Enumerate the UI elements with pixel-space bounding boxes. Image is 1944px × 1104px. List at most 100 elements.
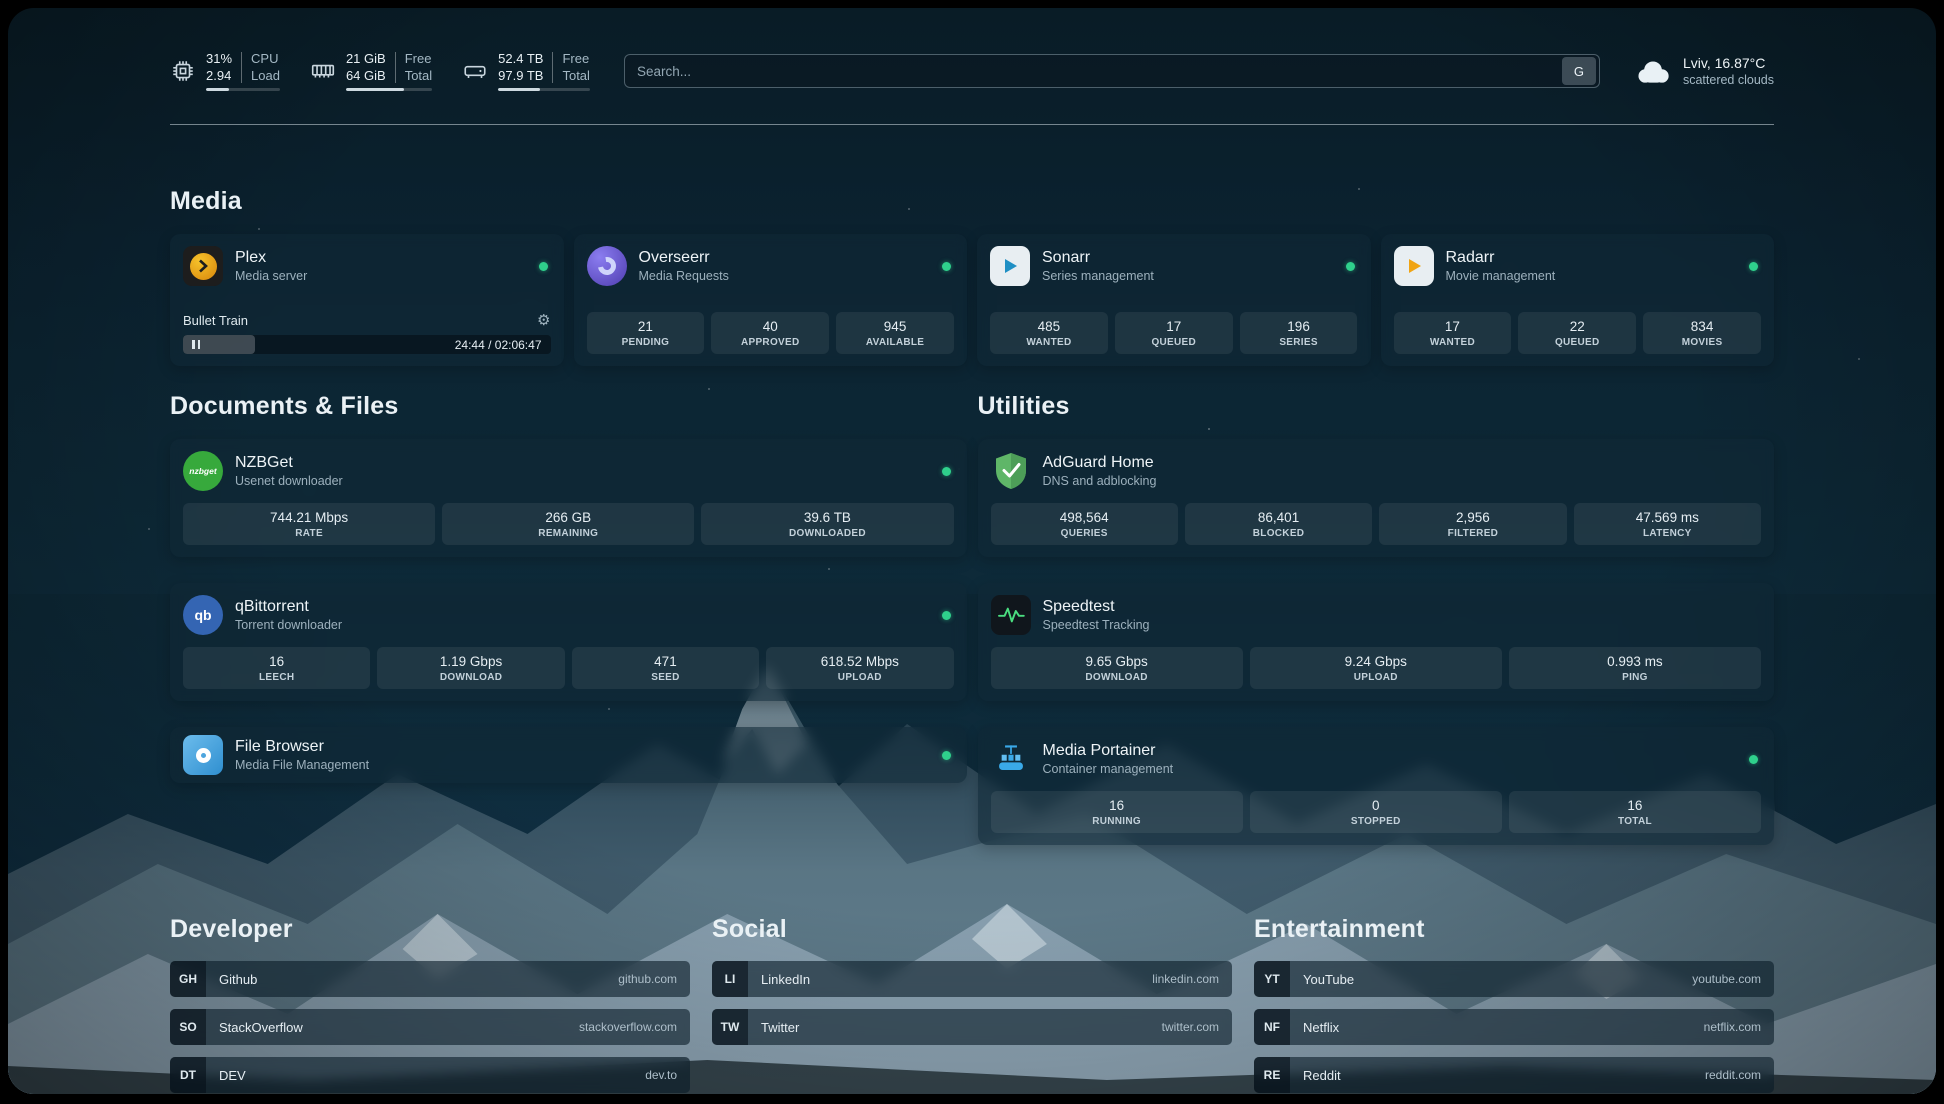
header-divider xyxy=(170,124,1774,125)
divider xyxy=(394,51,396,84)
stat-available: 945 AVAILABLE xyxy=(836,312,954,354)
section-title-media: Media xyxy=(170,187,242,215)
weather-widget: Lviv, 16.87°C scattered clouds xyxy=(1634,55,1774,87)
qbittorrent-card[interactable]: qb qBittorrent Torrent downloader 16 LEE… xyxy=(170,583,967,701)
disk-free-value: 52.4 TB xyxy=(498,50,544,66)
bookmark-stackoverflow[interactable]: SO StackOverflow stackoverflow.com xyxy=(170,1009,690,1045)
divider xyxy=(552,51,554,84)
stat-queued: 17 QUEUED xyxy=(1114,312,1233,354)
stat-series: 196 SERIES xyxy=(1239,312,1358,354)
status-dot xyxy=(538,261,548,271)
twitter-icon: TW xyxy=(712,1009,748,1045)
search-provider-button[interactable]: G xyxy=(1561,57,1596,85)
section-title-utilities: Utilities xyxy=(977,392,1070,420)
status-dot xyxy=(941,750,951,760)
filebrowser-subtitle: Media File Management xyxy=(235,758,370,772)
reddit-icon: RE xyxy=(1254,1057,1290,1093)
section-title-developer: Developer xyxy=(170,915,293,943)
system-stats: 31% 2.94 CPU Load xyxy=(170,51,590,92)
stat-queries: 498,564 QUERIES xyxy=(990,503,1178,545)
qbittorrent-title: qBittorrent xyxy=(235,598,309,615)
dev-icon: DT xyxy=(170,1057,206,1093)
bookmark-netflix[interactable]: NF Netflix netflix.com xyxy=(1254,1009,1774,1045)
bookmark-github[interactable]: GH Github github.com xyxy=(170,961,690,997)
filebrowser-card[interactable]: File Browser Media File Management xyxy=(170,727,967,783)
weather-location: Lviv, 16.87°C xyxy=(1682,55,1766,71)
memory-free-value: 21 GiB xyxy=(345,50,386,66)
search-input[interactable] xyxy=(636,63,1562,79)
search-bar: G xyxy=(623,54,1600,88)
disk-widget: 52.4 TB 97.9 TB Free Total xyxy=(462,51,590,92)
filebrowser-icon xyxy=(183,735,223,775)
stat-wanted: 485 WANTED xyxy=(990,312,1108,354)
stat-downloaded: 39.6 TB DOWNLOADED xyxy=(701,503,954,545)
section-title-entertainment: Entertainment xyxy=(1254,915,1425,943)
plex-title: Plex xyxy=(235,249,267,266)
settings-gear-icon[interactable]: ⚙ xyxy=(537,311,551,329)
bookmark-linkedin[interactable]: LI LinkedIn linkedin.com xyxy=(712,961,1232,997)
plex-now-playing: Bullet Train ⚙ 24:44 / 02:06:47 xyxy=(183,305,551,354)
plex-card[interactable]: Plex Media server Bullet Train ⚙ 24:44 /… xyxy=(170,234,564,366)
now-playing-title: Bullet Train xyxy=(183,313,249,328)
disk-icon xyxy=(464,65,486,79)
bookmark-dev[interactable]: DT DEV dev.to xyxy=(170,1057,690,1093)
speedtest-card[interactable]: Speedtest Speedtest Tracking 9.65 Gbps D… xyxy=(977,583,1774,701)
cpu-label: CPU xyxy=(251,50,279,66)
speedtest-subtitle: Speedtest Tracking xyxy=(1042,618,1150,632)
stat-blocked: 86,401 BLOCKED xyxy=(1184,503,1373,545)
playback-time: 24:44 / 02:06:47 xyxy=(454,337,542,352)
stat-ping: 0.993 ms PING xyxy=(1508,647,1762,689)
bookmark-youtube[interactable]: YT YouTube youtube.com xyxy=(1254,961,1774,997)
status-dot xyxy=(941,466,951,476)
bookmark-group-developer: Developer GH Github github.com SO StackO… xyxy=(170,915,690,1094)
cloud-icon xyxy=(1638,60,1669,83)
weather-condition: scattered clouds xyxy=(1682,73,1774,87)
cpu-usage-bar xyxy=(206,88,280,92)
stat-upload: 9.24 Gbps UPLOAD xyxy=(1249,647,1502,689)
status-dot xyxy=(942,261,951,271)
bookmark-twitter[interactable]: TW Twitter twitter.com xyxy=(712,1009,1232,1045)
bookmark-group-social: Social LI LinkedIn linkedin.com TW Twitt… xyxy=(712,915,1232,1094)
stat-queued: 22 QUEUED xyxy=(1518,312,1637,354)
plex-subtitle: Media server xyxy=(235,269,308,283)
section-title-social: Social xyxy=(712,915,787,943)
nzbget-icon: nzbget xyxy=(183,451,223,491)
overseerr-card[interactable]: Overseerr Media Requests 21 PENDING 40 A… xyxy=(573,234,967,366)
disk-total-label: Total xyxy=(562,67,590,83)
sonarr-subtitle: Series management xyxy=(1042,269,1154,283)
stat-latency: 47.569 ms LATENCY xyxy=(1573,503,1761,545)
status-dot xyxy=(1749,261,1758,271)
pause-icon xyxy=(192,340,200,349)
overseerr-icon xyxy=(586,246,627,286)
portainer-icon xyxy=(991,739,1031,779)
sonarr-icon xyxy=(990,246,1030,286)
adguard-card[interactable]: AdGuard Home DNS and adblocking 498,564 … xyxy=(977,439,1774,557)
portainer-title: Media Portainer xyxy=(1042,742,1156,759)
section-title-documents: Documents & Files xyxy=(170,392,399,420)
radarr-icon xyxy=(1393,246,1434,286)
radarr-card[interactable]: Radarr Movie management 17 WANTED 22 QUE… xyxy=(1380,234,1774,366)
disk-total-value: 97.9 TB xyxy=(498,67,544,83)
stat-total: 16 TOTAL xyxy=(1508,791,1762,833)
qbittorrent-icon: qb xyxy=(183,595,223,635)
snow-specks xyxy=(8,8,10,10)
nzbget-card[interactable]: nzbget NZBGet Usenet downloader 744.21 M… xyxy=(170,439,967,557)
stat-upload: 618.52 Mbps UPLOAD xyxy=(766,647,954,689)
memory-total-value: 64 GiB xyxy=(345,67,386,83)
portainer-subtitle: Container management xyxy=(1042,762,1174,776)
adguard-subtitle: DNS and adblocking xyxy=(1042,474,1157,488)
cpu-percent: 31% xyxy=(206,50,233,66)
stat-stopped: 0 STOPPED xyxy=(1249,791,1502,833)
nzbget-title: NZBGet xyxy=(235,454,293,471)
stat-download: 1.19 Gbps DOWNLOAD xyxy=(377,647,565,689)
bookmark-reddit[interactable]: RE Reddit reddit.com xyxy=(1254,1057,1774,1093)
overseerr-subtitle: Media Requests xyxy=(638,269,729,283)
divider xyxy=(241,51,243,84)
memory-usage-bar xyxy=(345,88,433,92)
playback-progress-bar: 24:44 / 02:06:47 xyxy=(183,335,551,354)
disk-usage-bar xyxy=(498,88,590,92)
portainer-card[interactable]: Media Portainer Container management 16 … xyxy=(977,727,1774,845)
radarr-title: Radarr xyxy=(1445,249,1495,266)
sonarr-card[interactable]: Sonarr Series management 485 WANTED 17 Q… xyxy=(977,234,1371,366)
media-card-row: Plex Media server Bullet Train ⚙ 24:44 /… xyxy=(170,234,1774,366)
